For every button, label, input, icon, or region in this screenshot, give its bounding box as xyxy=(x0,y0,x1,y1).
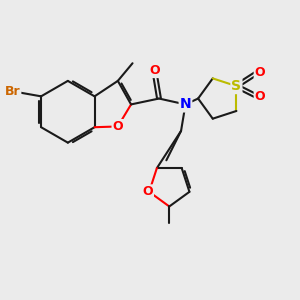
Text: O: O xyxy=(149,64,160,77)
Text: O: O xyxy=(112,120,123,133)
Text: Br: Br xyxy=(5,85,20,98)
Text: N: N xyxy=(180,98,191,111)
Text: O: O xyxy=(142,185,153,198)
Text: O: O xyxy=(255,66,265,80)
Text: O: O xyxy=(255,90,265,103)
Text: S: S xyxy=(231,79,242,93)
